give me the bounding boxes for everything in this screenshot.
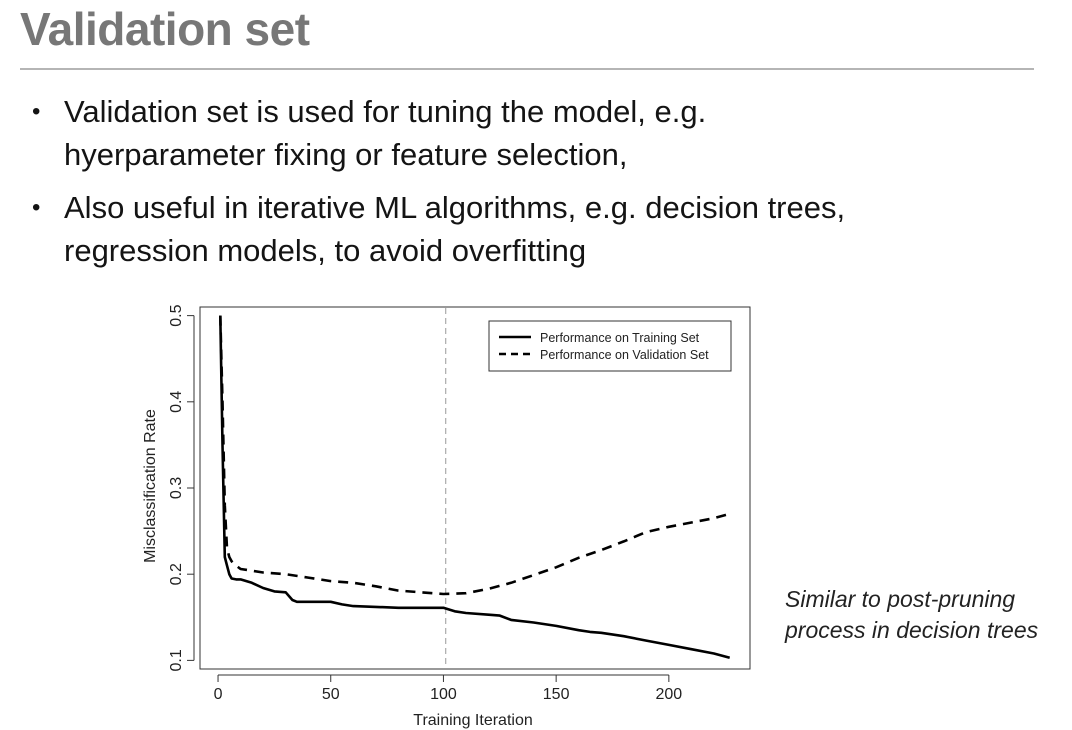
y-tick-label: 0.3 <box>168 477 185 499</box>
bullet-line: hyerparameter fixing or feature selectio… <box>64 137 628 172</box>
y-tick-label: 0.1 <box>168 649 185 671</box>
legend-label: Performance on Validation Set <box>540 348 709 362</box>
bullet-line: Also useful in iterative ML algorithms, … <box>64 190 846 225</box>
bullet-line: Validation set is used for tuning the mo… <box>64 94 707 129</box>
x-axis-label: Training Iteration <box>413 712 532 729</box>
legend-box <box>488 320 732 372</box>
y-tick-label: 0.4 <box>168 391 185 413</box>
side-note: Similar to post-pruning process in decis… <box>785 584 1038 646</box>
x-tick-label: 50 <box>322 686 340 703</box>
training-series-line <box>219 315 731 660</box>
x-tick-label: 100 <box>430 686 457 703</box>
slide-title: Validation set <box>20 3 310 55</box>
bullet-icon: • <box>32 194 41 221</box>
y-axis-label: Misclassification Rate <box>142 409 159 563</box>
bullet-item: • Also useful in iterative ML algorithms… <box>30 186 1030 272</box>
bullet-item: • Validation set is used for tuning the … <box>30 90 1030 176</box>
validation-series-line <box>219 315 731 596</box>
bullet-line: regression models, to avoid overfitting <box>64 233 587 268</box>
y-tick-label: 0.5 <box>168 304 185 326</box>
legend-label: Performance on Training Set <box>540 331 700 345</box>
bullet-list: • Validation set is used for tuning the … <box>30 90 1030 282</box>
side-note-line: process in decision trees <box>785 617 1039 643</box>
x-tick-label: 0 <box>214 686 223 703</box>
plot-frame <box>199 306 751 670</box>
x-tick-label: 150 <box>543 686 570 703</box>
side-note-line: Similar to post-pruning <box>785 586 1016 612</box>
y-tick-label: 0.2 <box>168 563 185 585</box>
bullet-icon: • <box>32 98 41 125</box>
x-tick-label: 200 <box>656 686 683 703</box>
title-divider <box>20 68 1034 70</box>
